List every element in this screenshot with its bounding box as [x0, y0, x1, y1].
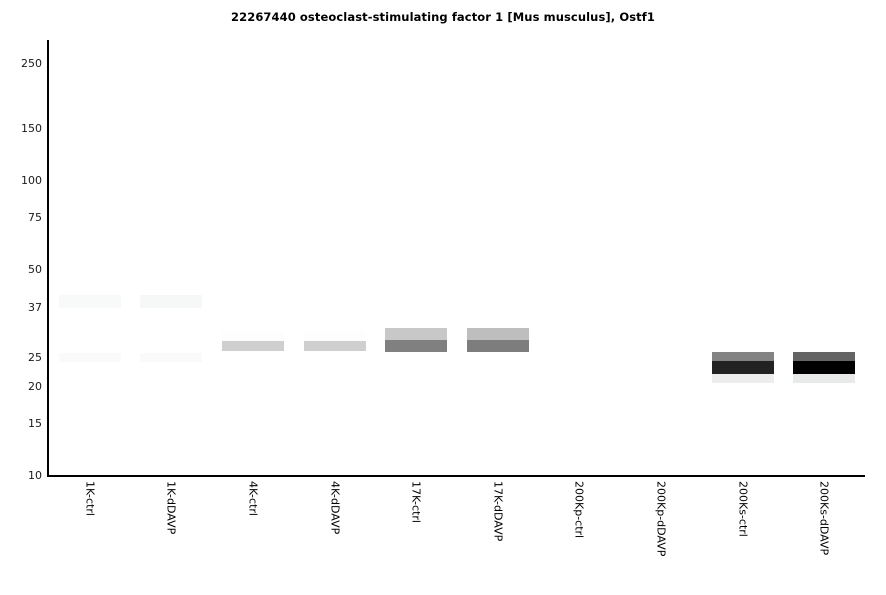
gel-band: [140, 294, 203, 308]
y-axis-tick-label: 75: [28, 210, 42, 224]
gel-plot-area: [49, 40, 865, 475]
x-axis-tick-200kp-ctrl: 200Kp-ctrl: [572, 481, 586, 591]
x-axis-tick-1k-ddavp: 1K-dDAVP: [164, 481, 178, 591]
gel-lane: [385, 40, 448, 475]
gel-band: [303, 340, 366, 351]
y-axis-line: [47, 40, 49, 477]
x-axis-tick-label: 200Ks-ctrl: [736, 481, 750, 537]
gel-lane: [630, 40, 692, 475]
gel-band: [58, 352, 121, 362]
x-axis-tick-200kp-ddavp: 200Kp-dDAVP: [654, 481, 668, 591]
gel-band: [385, 339, 448, 352]
x-axis-tick-200ks-ctrl: 200Ks-ctrl: [736, 481, 750, 591]
x-axis-tick-label: 17K-ctrl: [409, 481, 423, 523]
x-axis-tick-200ks-ddavp: 200Ks-dDAVP: [817, 481, 831, 591]
gel-lane: [793, 40, 856, 475]
gel-band: [303, 332, 366, 341]
y-axis-tick-75: 75: [0, 212, 42, 223]
gel-band: [711, 374, 774, 383]
x-axis-tick-label: 1K-ctrl: [83, 481, 97, 516]
x-axis-tick-label: 17K-dDAVP: [491, 481, 505, 542]
x-axis-tick-label: 200Kp-ctrl: [572, 481, 586, 539]
page-title: 22267440 osteoclast-stimulating factor 1…: [231, 10, 655, 24]
x-axis-tick-17k-ctrl: 17K-ctrl: [409, 481, 423, 591]
gel-lane: [140, 40, 203, 475]
y-axis-tick-label: 20: [28, 379, 42, 393]
y-axis-tick-15: 15: [0, 418, 42, 429]
y-axis-tick-label: 150: [21, 122, 42, 136]
y-axis-tick-label: 37: [28, 301, 42, 315]
gel-band: [793, 360, 856, 375]
gel-lane: [303, 40, 366, 475]
x-axis-tick-4k-ddavp: 4K-dDAVP: [328, 481, 342, 591]
gel-band: [793, 351, 856, 361]
y-axis-tick-20: 20: [0, 381, 42, 392]
x-axis-tick-label: 4K-dDAVP: [328, 481, 342, 535]
gel-lane: [548, 40, 610, 475]
y-axis-tick-100: 100: [0, 175, 42, 186]
gel-band: [793, 374, 856, 383]
x-axis-tick-17k-ddavp: 17K-dDAVP: [491, 481, 505, 591]
y-axis-tick-10: 10: [0, 470, 42, 481]
y-axis-tick-150: 150: [0, 123, 42, 134]
y-axis-tick-label: 15: [28, 416, 42, 430]
x-axis-tick-label: 200Ks-dDAVP: [817, 481, 831, 556]
gel-band: [58, 294, 121, 308]
y-axis-tick-50: 50: [0, 264, 42, 275]
gel-lane: [58, 40, 121, 475]
gel-lane: [222, 40, 284, 475]
y-axis-tick-label: 250: [21, 56, 42, 70]
y-axis-tick-label: 10: [28, 468, 42, 482]
y-axis-tick-37: 37: [0, 302, 42, 313]
x-axis-line: [47, 475, 865, 477]
gel-lane: [711, 40, 774, 475]
gel-band: [466, 328, 529, 340]
y-axis-tick-25: 25: [0, 352, 42, 363]
x-axis-tick-1k-ctrl: 1K-ctrl: [83, 481, 97, 591]
gel-band: [385, 328, 448, 340]
x-axis-tick-label: 4K-ctrl: [246, 481, 260, 516]
x-axis-tick-4k-ctrl: 4K-ctrl: [246, 481, 260, 591]
gel-lane: [466, 40, 529, 475]
y-axis-tick-label: 50: [28, 262, 42, 276]
x-axis-tick-label: 200Kp-dDAVP: [654, 481, 668, 557]
gel-band: [711, 351, 774, 361]
y-axis-tick-label: 25: [28, 351, 42, 365]
y-axis-tick-label: 100: [21, 174, 42, 187]
gel-band: [711, 360, 774, 375]
y-axis-tick-250: 250: [0, 58, 42, 69]
x-axis-tick-label: 1K-dDAVP: [164, 481, 178, 535]
gel-band: [222, 332, 284, 341]
gel-band: [466, 339, 529, 352]
gel-band: [140, 352, 203, 362]
gel-band: [222, 340, 284, 351]
